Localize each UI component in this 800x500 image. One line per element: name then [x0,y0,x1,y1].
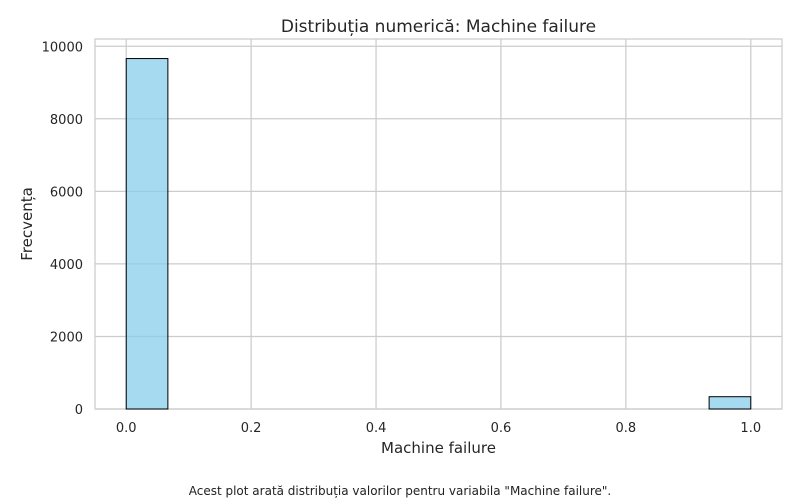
y-tick-label: 4000 [50,258,83,273]
histogram-bars [125,58,752,410]
x-tick-label: 0.6 [491,421,512,436]
x-tick-label: 0.0 [116,421,137,436]
plot-area-frame [94,38,783,410]
y-tick-label: 6000 [50,185,83,200]
x-axis-label: Machine failure [381,439,496,457]
histogram-bar [708,396,752,410]
x-tick-label: 1.0 [740,421,761,436]
y-axis-label: Frecvența [18,187,36,261]
x-tick-labels: 0.0 0.2 0.4 0.6 0.8 1.0 [116,421,761,436]
histogram-bar [125,58,169,410]
chart-title: Distribuția numerică: Machine failure [281,17,596,37]
chart-caption: Acest plot arată distribuția valorilor p… [188,484,612,498]
x-tick-label: 0.4 [366,421,387,436]
y-tick-label: 10000 [42,40,83,55]
y-tick-label: 8000 [50,113,83,128]
y-tick-labels: 0 2000 4000 6000 8000 10000 [42,40,83,418]
y-tick-label: 2000 [50,330,83,345]
x-tick-label: 0.8 [616,421,637,436]
x-tick-label: 0.2 [241,421,262,436]
grid-lines [95,39,782,410]
y-tick-label: 0 [75,403,83,418]
